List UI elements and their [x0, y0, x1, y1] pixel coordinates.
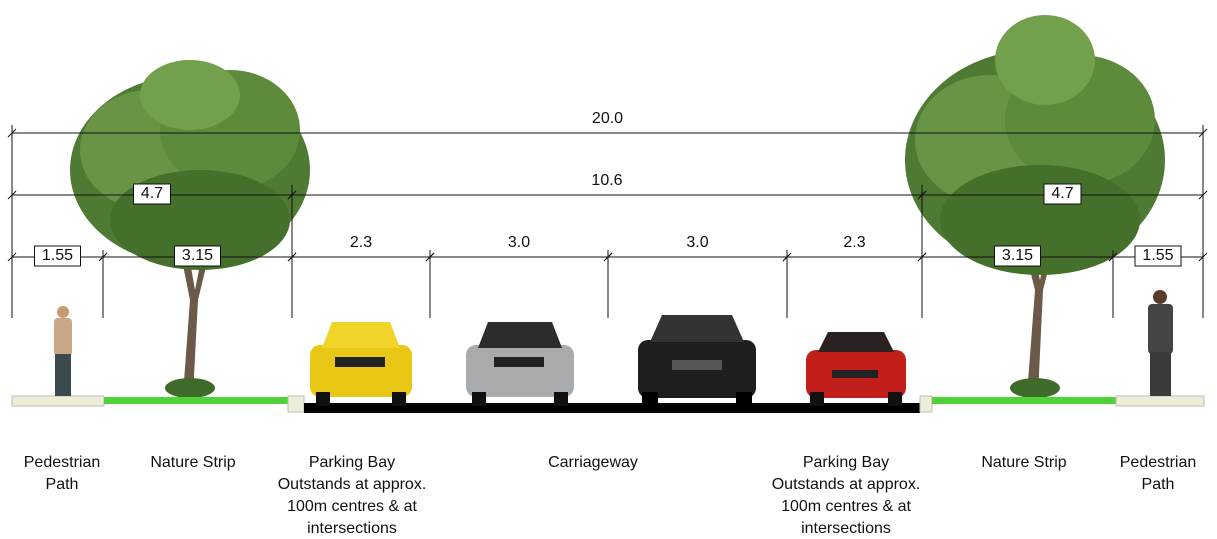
dimension-label: 1.55: [42, 247, 73, 264]
car-yellow: [310, 322, 412, 406]
dimension-label: 3.15: [1002, 247, 1033, 264]
zone-label: Parking Bay: [309, 454, 395, 471]
zone-label: Nature Strip: [981, 454, 1066, 471]
tree-right: [905, 15, 1165, 398]
zone-label: Outstands at approx.: [278, 476, 427, 493]
dimension-label: 3.0: [686, 234, 708, 251]
street-section: 20.0 4.7 10.6 4.7 1.55 3.15 2.3 3.0 3.0 2.3 3.15 1.…: [0, 0, 1217, 539]
dimension-label: 3.0: [508, 234, 530, 251]
zone-label: 100m centres & at: [287, 498, 417, 515]
dimension-label: 1.55: [1142, 247, 1173, 264]
kerb: [288, 396, 304, 412]
dimension-label: 2.3: [350, 234, 372, 251]
dimension-label: 3.15: [182, 247, 213, 264]
person-left: [54, 306, 72, 396]
footpath: [1116, 396, 1204, 406]
zone-label: Pedestrian: [1120, 454, 1197, 471]
zone-label: Outstands at approx.: [772, 476, 921, 493]
zone-label: intersections: [801, 520, 891, 537]
zone-label: Carriageway: [548, 454, 638, 471]
person-right: [1148, 290, 1173, 396]
dimension-label: 2.3: [843, 234, 865, 251]
footpath: [12, 396, 104, 406]
zone-label: Parking Bay: [803, 454, 889, 471]
car-red: [806, 332, 906, 406]
tree-left: [70, 60, 310, 398]
zone-label: 100m centres & at: [781, 498, 911, 515]
car-black: [638, 315, 756, 406]
dimension-label: 20.0: [592, 110, 623, 127]
zone-label: Nature Strip: [150, 454, 235, 471]
grass: [932, 397, 1116, 404]
car-silver: [466, 322, 574, 406]
zone-label: Path: [46, 476, 79, 493]
dimension-label: 10.6: [591, 172, 622, 189]
dimension-label: 4.7: [141, 185, 163, 202]
dimension-label: 4.7: [1051, 185, 1073, 202]
zone-label: Path: [1142, 476, 1175, 493]
zone-label: Pedestrian: [24, 454, 101, 471]
zone-label: intersections: [307, 520, 397, 537]
grass: [104, 397, 288, 404]
kerb: [920, 396, 932, 412]
